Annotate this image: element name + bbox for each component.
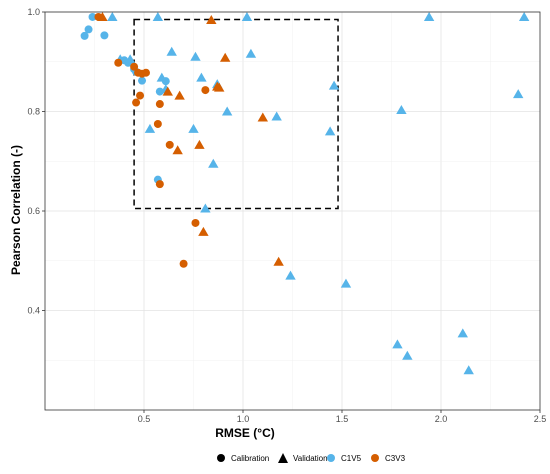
legend-c3v3-symbol bbox=[371, 454, 379, 462]
legend-validation-label: Validation bbox=[293, 454, 328, 463]
c1v5-validation-point bbox=[107, 11, 118, 21]
c3v3-validation-point bbox=[162, 86, 173, 96]
c1v5-validation-point bbox=[188, 123, 199, 133]
c3v3-validation-point bbox=[214, 82, 225, 92]
c3v3-calibration-point bbox=[130, 62, 139, 71]
c1v5-validation-point bbox=[402, 350, 413, 360]
c3v3-validation-point bbox=[172, 145, 183, 155]
c1v5-validation-point bbox=[324, 126, 336, 136]
c3v3-calibration-point bbox=[153, 119, 162, 128]
x-tick-label: 1.0 bbox=[237, 414, 250, 424]
legend-calibration-symbol bbox=[217, 454, 225, 462]
c1v5-validation-point bbox=[166, 46, 177, 56]
y-tick-label: 0.4 bbox=[27, 306, 40, 316]
c1v5-calibration-point bbox=[84, 25, 93, 34]
c1v5-validation-point bbox=[463, 365, 474, 375]
x-tick-label: 2.0 bbox=[435, 414, 448, 424]
c1v5-validation-point bbox=[396, 105, 407, 115]
c1v5-validation-point bbox=[392, 339, 403, 349]
c1v5-validation-point bbox=[156, 72, 168, 82]
c3v3-calibration-point bbox=[136, 91, 145, 100]
c3v3-validation-point bbox=[206, 14, 217, 24]
axis-ticks: 0.5 1.0 1.5 2.0 2.5 0.4 0.6 0.8 1.0 bbox=[27, 7, 546, 424]
c1v5-validation-point bbox=[457, 328, 468, 338]
legend: Calibration Validation C1V5 C3V3 bbox=[217, 453, 406, 463]
c1v5-validation-point bbox=[208, 158, 219, 168]
c1v5-calibration-point bbox=[100, 31, 109, 40]
c1v5-validation-point bbox=[190, 51, 201, 61]
c1v5-calibration-point bbox=[80, 31, 89, 40]
c1v5-validation-point bbox=[200, 203, 211, 213]
c3v3-validation-point bbox=[257, 112, 268, 122]
legend-validation-symbol bbox=[278, 453, 288, 463]
x-tick-label: 2.5 bbox=[534, 414, 547, 424]
c1v5-validation-point bbox=[152, 11, 164, 21]
y-tick-label: 1.0 bbox=[27, 7, 40, 17]
c1v5-validation-point bbox=[513, 89, 524, 99]
c3v3-calibration-point bbox=[155, 100, 164, 109]
c1v5-calibration-point bbox=[88, 12, 97, 21]
y-axis-title: Pearson Correlation (-) bbox=[9, 145, 23, 275]
x-axis-title: RMSE (°C) bbox=[215, 426, 274, 440]
c1v5-validation-point bbox=[518, 11, 530, 21]
highlight-box bbox=[133, 18, 339, 210]
c1v5-validation-point bbox=[271, 111, 282, 121]
c1v5-validation-point bbox=[245, 48, 257, 58]
c1v5-validation-point bbox=[423, 11, 435, 21]
c1v5-validation-point bbox=[340, 278, 352, 288]
c1v5-validation-point bbox=[144, 123, 156, 133]
c3v3-calibration-point bbox=[132, 98, 141, 107]
c3v3-calibration-point bbox=[191, 218, 200, 227]
c3v3-validation-point bbox=[198, 226, 209, 236]
c3v3-validation-point bbox=[97, 11, 108, 21]
highlight-box-layer bbox=[133, 18, 339, 210]
c3v3-validation-point bbox=[174, 90, 185, 100]
x-tick-label: 0.5 bbox=[138, 414, 151, 424]
c1v5-calibration-point bbox=[155, 87, 164, 96]
legend-calibration-label: Calibration bbox=[231, 454, 269, 463]
grid bbox=[45, 11, 540, 410]
c3v3-calibration-point bbox=[141, 68, 150, 77]
c3v3-calibration-point bbox=[201, 86, 210, 95]
data-points bbox=[80, 11, 530, 375]
c1v5-validation-point bbox=[241, 11, 253, 21]
c3v3-calibration-point bbox=[165, 140, 174, 149]
c1v5-validation-point bbox=[328, 80, 340, 90]
c3v3-validation-point bbox=[194, 139, 205, 149]
c1v5-validation-point bbox=[285, 270, 296, 280]
legend-c1v5-label: C1V5 bbox=[341, 454, 362, 463]
c3v3-calibration-point bbox=[114, 58, 123, 67]
c1v5-validation-point bbox=[124, 54, 136, 64]
legend-c3v3-label: C3V3 bbox=[385, 454, 406, 463]
legend-c1v5-symbol bbox=[327, 454, 335, 462]
c1v5-validation-point bbox=[221, 106, 233, 116]
c3v3-validation-point bbox=[273, 256, 284, 266]
c3v3-calibration-point bbox=[155, 180, 164, 189]
x-tick-label: 1.5 bbox=[336, 414, 349, 424]
y-tick-label: 0.6 bbox=[27, 206, 40, 216]
c3v3-calibration-point bbox=[179, 259, 188, 268]
c1v5-calibration-point bbox=[138, 76, 147, 85]
c3v3-validation-point bbox=[219, 52, 231, 62]
y-tick-label: 0.8 bbox=[27, 107, 40, 117]
c1v5-validation-point bbox=[196, 72, 207, 82]
